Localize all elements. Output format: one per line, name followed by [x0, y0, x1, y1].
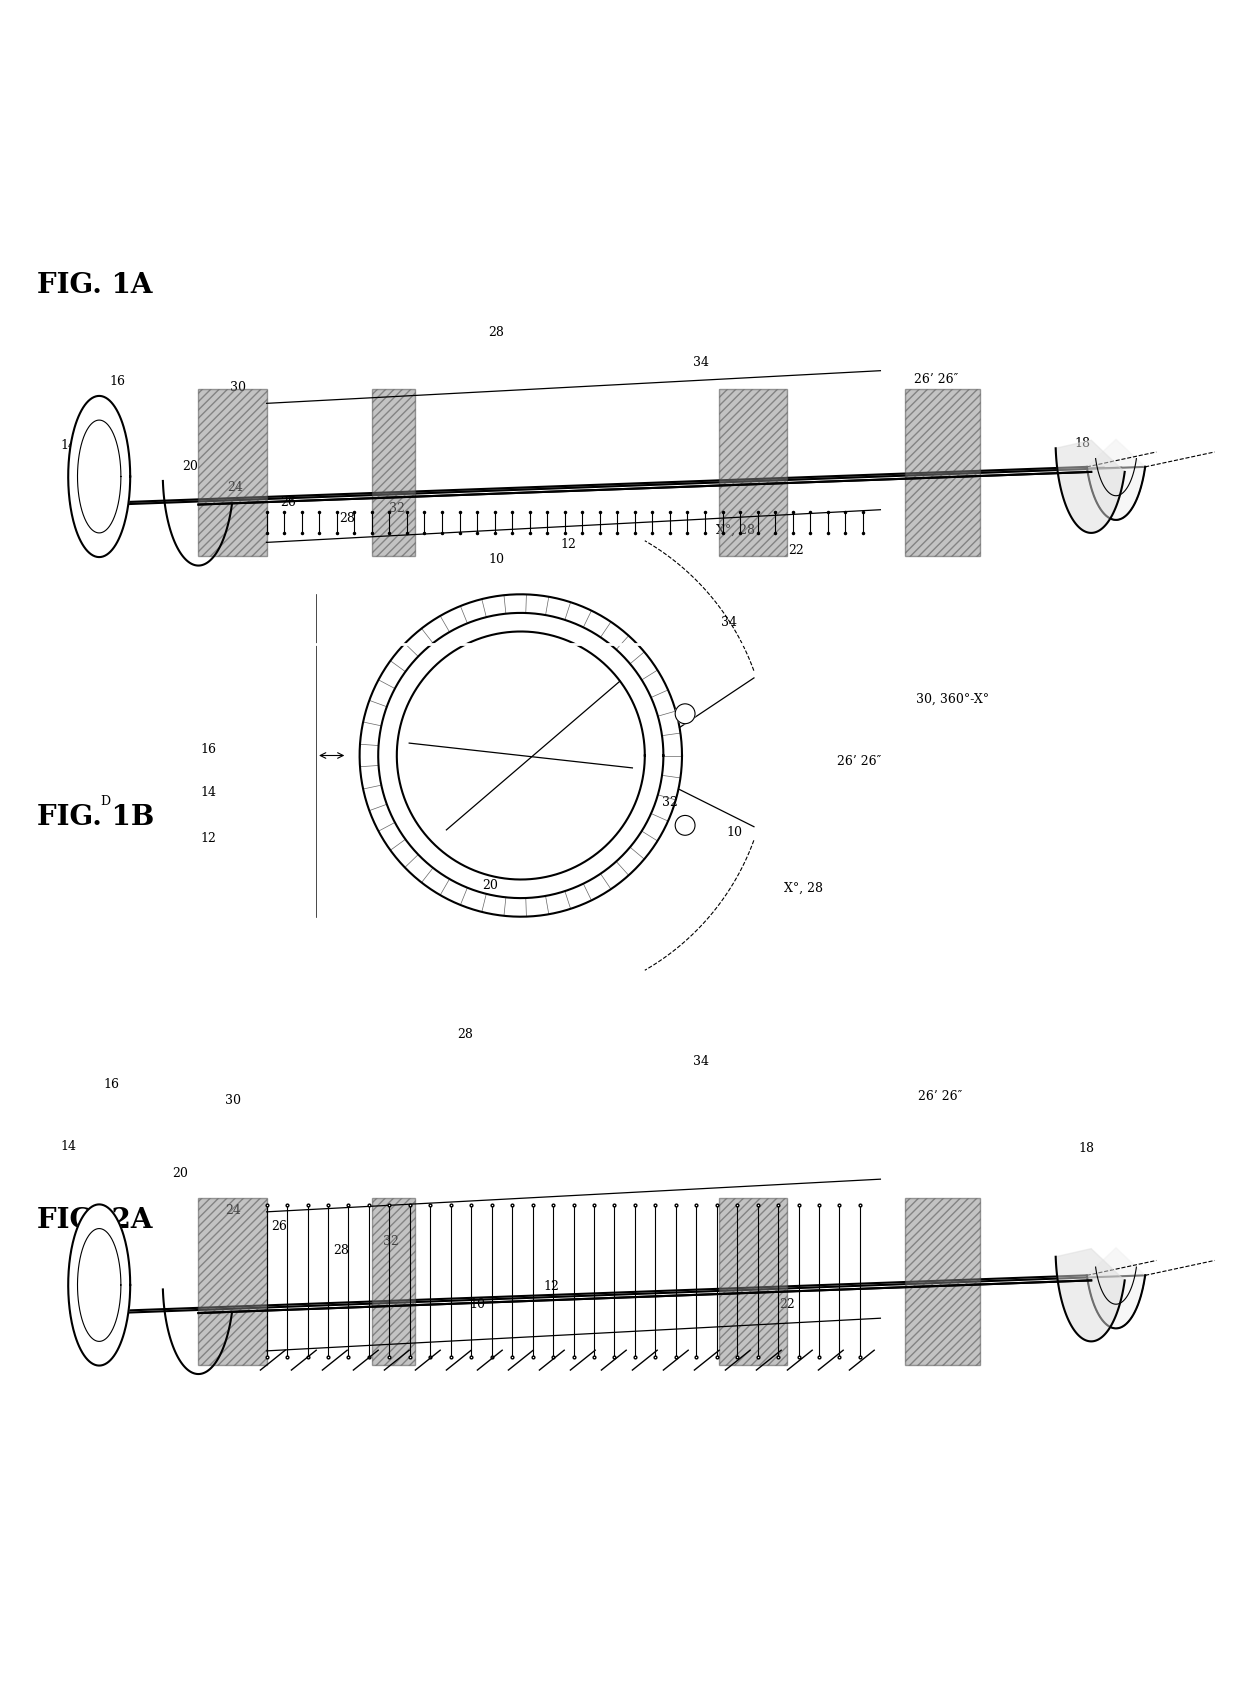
Text: FIG. 1B: FIG. 1B [37, 804, 155, 832]
Text: 12: 12 [201, 832, 216, 845]
Text: 16: 16 [110, 375, 125, 387]
Polygon shape [1087, 440, 1145, 519]
Text: 16: 16 [201, 743, 216, 755]
Text: 24: 24 [228, 482, 243, 494]
Circle shape [676, 816, 696, 835]
Text: 34: 34 [722, 616, 737, 630]
Text: 24: 24 [226, 1205, 241, 1217]
Polygon shape [719, 1198, 787, 1364]
Text: 20: 20 [482, 879, 497, 893]
Text: 22: 22 [780, 1298, 795, 1312]
Polygon shape [1087, 1247, 1145, 1329]
Polygon shape [71, 467, 1145, 504]
Text: 26’ 26″: 26’ 26″ [914, 373, 959, 387]
Text: 32: 32 [383, 1235, 398, 1247]
Text: 14: 14 [61, 1140, 76, 1152]
Text: 26’ 26″: 26’ 26″ [918, 1089, 962, 1103]
Polygon shape [397, 631, 645, 879]
Text: 28: 28 [458, 1028, 472, 1040]
Text: 32: 32 [662, 796, 677, 809]
Text: 18: 18 [1079, 1142, 1094, 1156]
Text: 26: 26 [280, 496, 295, 509]
Polygon shape [905, 389, 980, 557]
Polygon shape [719, 389, 787, 557]
Text: D1: D1 [481, 691, 498, 704]
Text: 18: 18 [1075, 436, 1090, 450]
Text: 14: 14 [201, 786, 216, 799]
Text: FIG. 2A: FIG. 2A [37, 1207, 153, 1234]
Polygon shape [905, 1198, 980, 1364]
Text: 12: 12 [544, 1280, 559, 1293]
Text: 34: 34 [693, 356, 708, 368]
Text: X°, 28: X°, 28 [784, 882, 823, 894]
Text: 10: 10 [470, 1298, 485, 1312]
Text: 34: 34 [693, 1056, 708, 1069]
Polygon shape [372, 389, 415, 557]
Text: D: D [100, 794, 110, 808]
Circle shape [676, 704, 696, 723]
Polygon shape [68, 395, 130, 557]
Text: 14: 14 [61, 440, 76, 451]
Text: 32: 32 [389, 502, 404, 516]
Text: 10: 10 [489, 553, 503, 567]
Text: FIG. 1A: FIG. 1A [37, 272, 153, 299]
Text: 30: 30 [226, 1095, 241, 1106]
Polygon shape [198, 389, 267, 557]
Polygon shape [71, 1276, 1145, 1312]
Polygon shape [372, 1198, 415, 1364]
Text: 20: 20 [182, 460, 197, 473]
Text: 28: 28 [340, 512, 355, 524]
Polygon shape [198, 1198, 267, 1364]
Text: 30, 360°-X°: 30, 360°-X° [916, 692, 988, 706]
Text: 26’ 26″: 26’ 26″ [837, 755, 882, 769]
Text: 22: 22 [789, 545, 804, 557]
Text: 20: 20 [172, 1168, 187, 1179]
Text: 28: 28 [489, 326, 503, 339]
Text: 16: 16 [104, 1078, 119, 1091]
Text: 28: 28 [334, 1244, 348, 1257]
Text: X°, 28: X°, 28 [715, 523, 755, 536]
Text: 30: 30 [231, 380, 246, 394]
Polygon shape [68, 1205, 130, 1366]
Polygon shape [1055, 1249, 1125, 1341]
Polygon shape [1055, 440, 1125, 533]
Text: 12: 12 [560, 538, 575, 552]
Text: 10: 10 [727, 826, 742, 838]
Text: 26: 26 [272, 1220, 286, 1234]
